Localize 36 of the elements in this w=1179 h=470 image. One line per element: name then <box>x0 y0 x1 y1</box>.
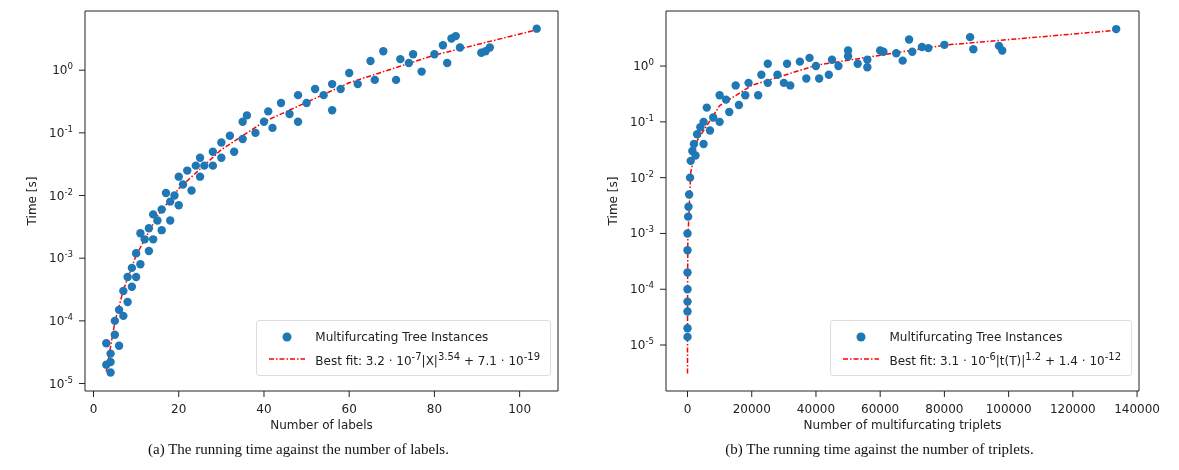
legend-label: Best fit: 3.2 · 10$^{-7}$|X|$^{3.54}$ + 7.1 · 10$^{-19}$ <box>315 350 540 368</box>
x-tick-label: 80 <box>426 402 443 416</box>
x-axis-title: Number of labels <box>270 418 373 432</box>
y-tick-label: 10$^{-3}$ <box>630 224 654 241</box>
y-tick-label: 10$^{-2}$ <box>630 168 654 185</box>
x-tick-label: 40 <box>256 402 272 416</box>
x-tick-label: 120000 <box>1049 402 1096 416</box>
y-tick-label: 10$^{0}$ <box>52 61 73 78</box>
y-tick-label: 10$^{-5}$ <box>49 374 73 391</box>
x-tick-label: 20000 <box>732 402 771 416</box>
y-tick-label: 10$^{-4}$ <box>630 280 654 297</box>
legend-label: Multifurcating Tree Instances <box>315 330 489 344</box>
legend-label: Multifurcating Tree Instances <box>889 330 1063 344</box>
text: (b) The running time against the number of triplets. <box>725 441 1034 457</box>
x-tick-label: 60 <box>341 402 357 416</box>
y-tick-label: 10$^{-5}$ <box>630 336 654 353</box>
legend-label: Best fit: 3.1 · 10$^{-6}$|t(T)|$^{1.2}$ + 1.4 · 10$^{-12}$ <box>889 350 1121 368</box>
y-tick-label: 10$^{-2}$ <box>49 186 73 203</box>
x-tick-label: 100 <box>508 402 532 416</box>
x-axis-title: Number of multifurcating triplets <box>803 418 1002 432</box>
y-axis-title: Time [s] <box>25 176 40 227</box>
y-tick-label: 10$^{0}$ <box>633 57 654 74</box>
x-tick-label: 20 <box>171 402 187 416</box>
x-tick-label: 100000 <box>985 402 1032 416</box>
y-tick-label: 10$^{-1}$ <box>49 123 73 140</box>
x-tick-label: 60000 <box>861 402 900 416</box>
x-tick-label: 80000 <box>925 402 964 416</box>
x-tick-label: 0 <box>683 402 692 416</box>
x-tick-label: 40000 <box>796 402 836 416</box>
y-axis-title: Time [s] <box>606 176 621 227</box>
y-tick-label: 10$^{-3}$ <box>49 249 73 266</box>
x-tick-label: 0 <box>89 402 98 416</box>
x-tick-label: 140000 <box>1114 402 1160 416</box>
text: (a) The running time against the number of labels. <box>148 441 449 457</box>
y-tick-label: 10$^{-1}$ <box>630 112 654 129</box>
y-tick-label: 10$^{-4}$ <box>49 311 73 328</box>
